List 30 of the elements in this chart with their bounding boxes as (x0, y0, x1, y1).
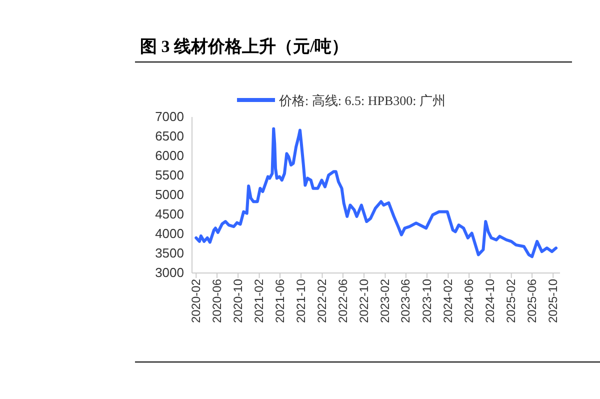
y-tick-label: 6000 (155, 148, 184, 164)
y-tick-label: 4000 (155, 226, 184, 242)
x-tick-label: 2022-10 (356, 278, 371, 324)
x-tick-label: 2021-10 (294, 278, 308, 324)
x-tick-label: 2020-06 (210, 278, 224, 324)
y-tick-label: 3000 (155, 265, 184, 280)
x-tick-label: 2024-10 (482, 278, 497, 324)
y-tick-label: 6500 (155, 128, 184, 144)
x-tick-label: 2024-02 (441, 278, 456, 324)
y-tick-label: 7000 (155, 109, 184, 124)
line-series (194, 127, 558, 258)
x-tick-label: 2021-06 (272, 278, 287, 324)
y-tick-label: 4500 (155, 206, 184, 222)
y-tick-label: 5500 (155, 168, 184, 183)
x-tick-label: 2022-06 (336, 278, 350, 324)
x-tick-label: 2022-02 (315, 278, 330, 324)
x-tick-label: 2023-10 (420, 278, 434, 324)
chart-title: 图 3 线材价格上升（元/吨） (140, 37, 349, 56)
x-tick-label: 2023-06 (398, 278, 413, 324)
x-tick-label: 2020-10 (230, 278, 245, 324)
x-tick-label: 2023-02 (378, 278, 392, 324)
x-tick-label: 2025-06 (524, 278, 539, 324)
x-tick-label: 2021-02 (252, 278, 266, 324)
x-tick-label: 2024-06 (462, 278, 476, 324)
x-tick-label: 2025-02 (504, 278, 518, 324)
y-tick-label: 3500 (155, 246, 184, 261)
legend-label: 价格: 高线: 6.5: HPB300: 广州 (278, 93, 446, 108)
y-tick-label: 5000 (155, 187, 184, 202)
x-tick-label: 2025-10 (546, 278, 560, 324)
x-tick-label: 2020-02 (188, 278, 203, 324)
